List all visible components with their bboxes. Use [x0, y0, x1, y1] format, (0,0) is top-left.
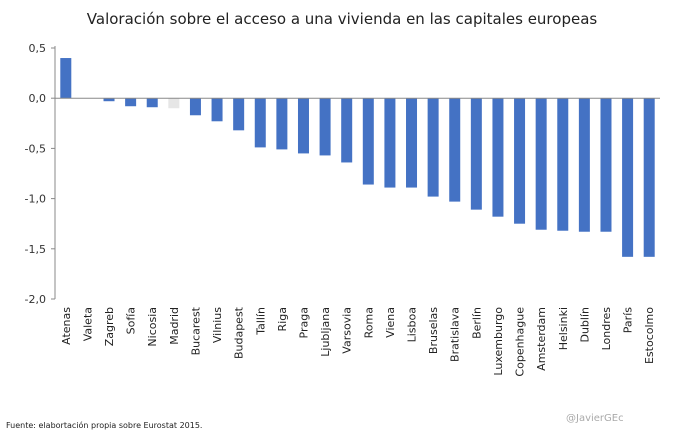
bar-helsinki	[557, 98, 569, 231]
x-tick-label: Viena	[384, 307, 397, 338]
bar-amsterdam	[535, 98, 547, 230]
x-tick-label: Ljubljana	[319, 307, 332, 357]
bar-luxemburgo	[492, 98, 504, 217]
x-tick-label: Copenhague	[514, 307, 527, 377]
bar-nicosia	[146, 98, 158, 108]
x-tick-label: Lisboa	[406, 307, 419, 342]
x-tick-label: Zagreb	[103, 307, 116, 346]
bar-roma	[362, 98, 374, 185]
y-tick-label: 0,0	[29, 92, 47, 105]
x-tick-label: Budapest	[233, 306, 246, 359]
bar-tallín	[254, 98, 266, 148]
bar-atenas	[60, 58, 72, 99]
x-tick-label: Helsinki	[557, 307, 570, 350]
bar-copenhague	[514, 98, 526, 224]
x-tick-label: Berlín	[470, 307, 483, 339]
x-tick-label: Amsterdam	[535, 307, 548, 371]
x-tick-label: Varsovia	[341, 307, 354, 354]
bar-praga	[297, 98, 309, 154]
y-tick-label: -1,5	[25, 243, 46, 256]
x-tick-label: Valeta	[81, 307, 94, 341]
x-tick-label: Atenas	[60, 307, 73, 345]
y-tick-label: -0,5	[25, 142, 46, 155]
bar-riga	[276, 98, 288, 150]
x-tick-label: Estocolmo	[643, 307, 656, 364]
y-tick-label: -1,0	[25, 193, 46, 206]
x-tick-label: Londres	[600, 307, 613, 351]
bar-dublín	[578, 98, 590, 232]
x-tick-label: Praga	[297, 307, 310, 338]
x-tick-label: Dublín	[578, 307, 591, 343]
bar-varsovia	[341, 98, 353, 163]
x-tick-label: Roma	[362, 307, 375, 338]
bar-vilnius	[211, 98, 223, 122]
chart-title: Valoración sobre el acceso a una viviend…	[86, 10, 598, 28]
bar-sofía	[125, 98, 137, 107]
source-note: Fuente: elabortación propia sobre Eurost…	[6, 421, 203, 430]
x-tick-label: Bruselas	[427, 307, 440, 354]
y-tick-label: -2,0	[25, 293, 46, 306]
bar-estocolmo	[643, 98, 655, 257]
author-credit: @JavierGEc	[566, 413, 624, 424]
bar-madrid	[168, 98, 180, 109]
bar-budapest	[233, 98, 245, 131]
bar-bucarest	[189, 98, 201, 116]
bar-zagreb	[103, 98, 115, 102]
bar-parís	[622, 98, 634, 257]
x-tick-label: Bratislava	[449, 307, 462, 362]
x-tick-label: Nicosia	[146, 307, 159, 347]
bar-lisboa	[406, 98, 418, 188]
x-tick-label: Sofía	[125, 307, 138, 334]
x-tick-label: Bucarest	[189, 306, 202, 355]
bar-berlín	[470, 98, 482, 210]
bar-londres	[600, 98, 612, 232]
bar-ljubljana	[319, 98, 331, 156]
y-tick-label: 0,5	[29, 42, 47, 55]
bar-bruselas	[427, 98, 439, 197]
x-tick-label: París	[622, 307, 635, 333]
x-tick-label: Luxemburgo	[492, 307, 505, 376]
x-tick-label: Vilnius	[211, 307, 224, 343]
bar-viena	[384, 98, 396, 188]
x-tick-label: Riga	[276, 307, 289, 331]
bar-bratislava	[449, 98, 461, 202]
x-tick-label: Tallín	[254, 307, 267, 336]
x-tick-label: Madrid	[168, 307, 181, 345]
